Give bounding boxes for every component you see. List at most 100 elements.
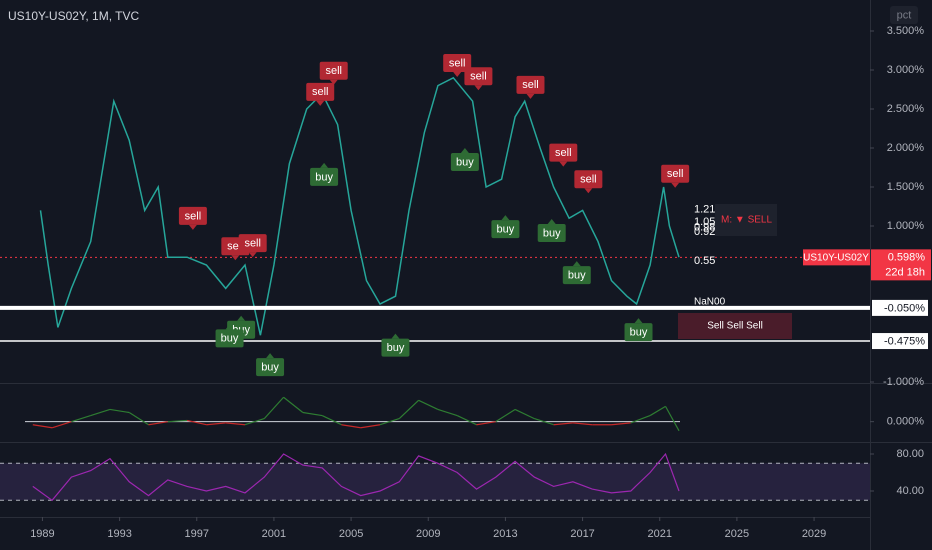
oscillator-segment [360,424,381,429]
level-value-label: 1.21 [694,204,715,216]
signal-label: buy [221,333,239,345]
signal-pointer [526,93,535,99]
signal-label: buy [261,362,279,374]
oscillator-segment [418,399,439,410]
oscillator-segment [553,422,573,426]
signal-pointer [453,71,462,77]
oscillator-segment [664,406,680,432]
signal-pointer [547,219,556,225]
level-label-box [872,333,928,350]
y-tick-label: 3.500% [887,25,925,37]
y-tick-label: 2.500% [887,103,925,115]
y-tick-label: -1.000% [883,376,924,388]
x-tick-label: 2029 [802,528,826,540]
signal-box [443,53,472,72]
signal-label: sell [667,168,684,180]
signal-pointer [266,353,275,359]
signal-label: buy [456,156,474,168]
signal-box [491,220,520,239]
level-value-label: 1.05 [694,216,715,228]
price-box [871,249,931,281]
x-tick-label: 2025 [725,528,749,540]
signal-box [238,234,267,253]
signal-pointer [225,324,234,330]
signal-box [516,75,545,94]
x-tick-label: 1989 [30,528,54,540]
signal-box [178,206,207,225]
oscillator-segment [302,411,323,417]
oscillator-segment [341,424,361,429]
signal-box [562,266,591,285]
signal-pointer [460,148,469,154]
signal-box [537,224,566,243]
oscillator-segment [186,419,207,426]
summary-box [678,313,792,339]
signal-label: buy [630,326,648,338]
level-label-box [872,299,928,316]
signal-label: buy [315,171,333,183]
oscillator-segment [128,411,149,426]
signal-box [574,170,603,189]
signal-pointer [671,182,680,188]
signal-pointer [237,315,246,321]
oscillator-segment [630,414,651,424]
countdown-label: 22d 18h [885,266,925,278]
level-value-label: 0.55 [694,255,715,267]
oscillator-segment [32,424,53,429]
signal-label: buy [497,224,515,236]
oscillator-segment [476,421,496,426]
oscillator-segment [534,418,554,426]
signal-label: sell [325,65,342,77]
summary-label: Sell Sell Sell [707,321,763,332]
signal-box [450,153,479,172]
signal-box [215,329,244,348]
signal-pointer [474,85,483,91]
symbol-label: US10Y-US02Y [803,252,869,263]
y-tick-label: 40.00 [896,485,924,497]
unit-box [890,6,918,24]
oscillator-segment [398,399,420,420]
price-line [39,76,680,336]
rsi-line [32,452,680,502]
signal-label: sell [449,57,466,69]
rsi-band [0,463,870,501]
signal-box [464,67,493,86]
x-tick-label: 2013 [493,528,517,540]
oscillator-segment [148,421,168,426]
y-tick-label: 2.000% [887,142,925,154]
oscillator-segment [321,415,342,426]
x-tick-label: 2017 [570,528,594,540]
oscillator-segment [649,405,666,417]
signal-box [381,338,410,357]
oscillator-segment [90,408,111,417]
signal-pointer [584,188,593,194]
level-value-label: 0.98 [694,221,715,233]
signal-pointer [248,252,257,258]
signal-pointer [316,100,325,106]
oscillator-segment [51,421,72,429]
oscillator-segment [263,396,285,420]
signal-pointer [231,255,240,261]
strategy-box [715,204,777,236]
oscillator-segment [109,408,130,414]
x-tick-label: 2005 [339,528,363,540]
y-tick-label: 3.000% [887,64,925,76]
x-tick-label: 1997 [185,528,209,540]
signal-label: sell [244,238,261,250]
oscillator-segment [572,422,593,426]
signal-pointer [572,261,581,267]
signal-box [256,358,285,377]
chart-title: US10Y-US02Y, 1M, TVC [8,9,140,23]
signal-box [624,323,653,342]
strategy-label: M: ▼ SELL [721,215,772,226]
signal-label: sell [312,86,329,98]
oscillator-segment [244,418,265,426]
y-tick-label: 0.000% [887,416,925,428]
y-tick-label: 1.500% [887,181,925,193]
signal-label: buy [543,227,561,239]
x-tick-label: 2021 [647,528,671,540]
unit-label: pct [897,9,912,21]
signal-label: sell [185,210,202,222]
level-value-label: 0.92 [694,226,715,238]
signal-box [319,61,348,80]
